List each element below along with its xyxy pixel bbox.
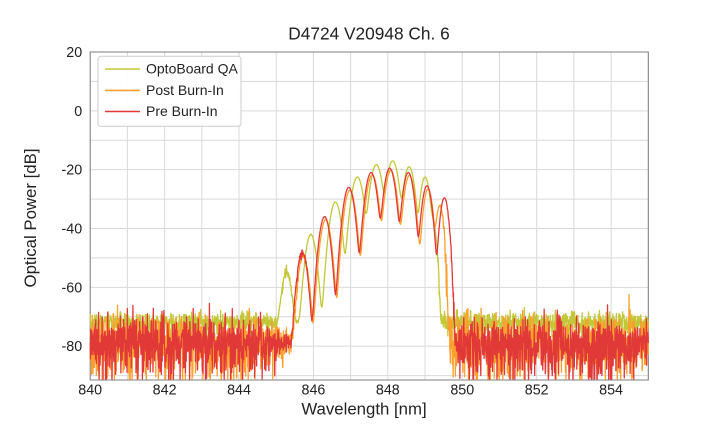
svg-text:Wavelength [nm]: Wavelength [nm] (301, 400, 426, 419)
svg-text:-20: -20 (62, 163, 83, 179)
svg-text:846: 846 (302, 383, 326, 399)
svg-text:-80: -80 (62, 339, 83, 355)
svg-text:Pre Burn-In: Pre Burn-In (146, 103, 218, 119)
svg-text:OptoBoard QA: OptoBoard QA (146, 61, 238, 77)
svg-text:848: 848 (376, 383, 400, 399)
svg-text:-40: -40 (62, 222, 83, 238)
svg-text:854: 854 (599, 383, 623, 399)
svg-text:Optical Power [dB]: Optical Power [dB] (21, 149, 40, 288)
svg-text:D4724 V20948 Ch. 6: D4724 V20948 Ch. 6 (288, 24, 449, 44)
svg-text:Post Burn-In: Post Burn-In (146, 82, 224, 98)
svg-text:0: 0 (74, 104, 82, 120)
svg-text:844: 844 (227, 383, 251, 399)
svg-text:20: 20 (66, 45, 82, 61)
svg-text:850: 850 (450, 383, 474, 399)
svg-text:840: 840 (78, 383, 102, 399)
svg-text:842: 842 (153, 383, 177, 399)
svg-text:852: 852 (525, 383, 549, 399)
svg-text:-60: -60 (62, 280, 83, 296)
